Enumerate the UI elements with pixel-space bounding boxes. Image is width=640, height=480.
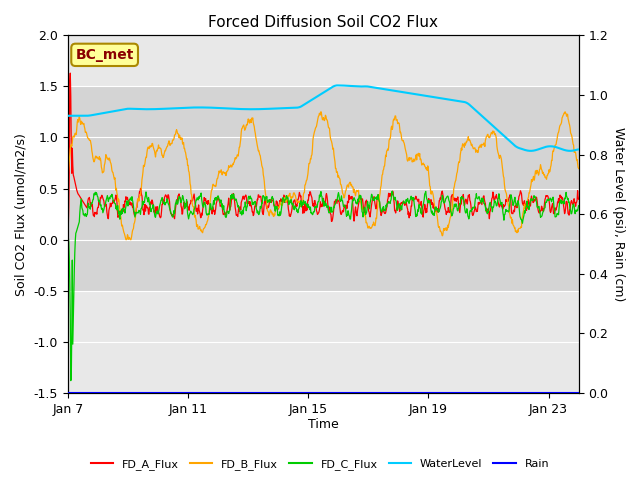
Y-axis label: Soil CO2 Flux (umol/m2/s): Soil CO2 Flux (umol/m2/s) [15,132,28,296]
Y-axis label: Water Level (psi), Rain (cm): Water Level (psi), Rain (cm) [612,127,625,301]
Bar [68,86,579,291]
Text: BC_met: BC_met [76,48,134,62]
Legend: FD_A_Flux, FD_B_Flux, FD_C_Flux, WaterLevel, Rain: FD_A_Flux, FD_B_Flux, FD_C_Flux, WaterLe… [86,455,554,474]
X-axis label: Time: Time [308,419,339,432]
Title: Forced Diffusion Soil CO2 Flux: Forced Diffusion Soil CO2 Flux [208,15,438,30]
